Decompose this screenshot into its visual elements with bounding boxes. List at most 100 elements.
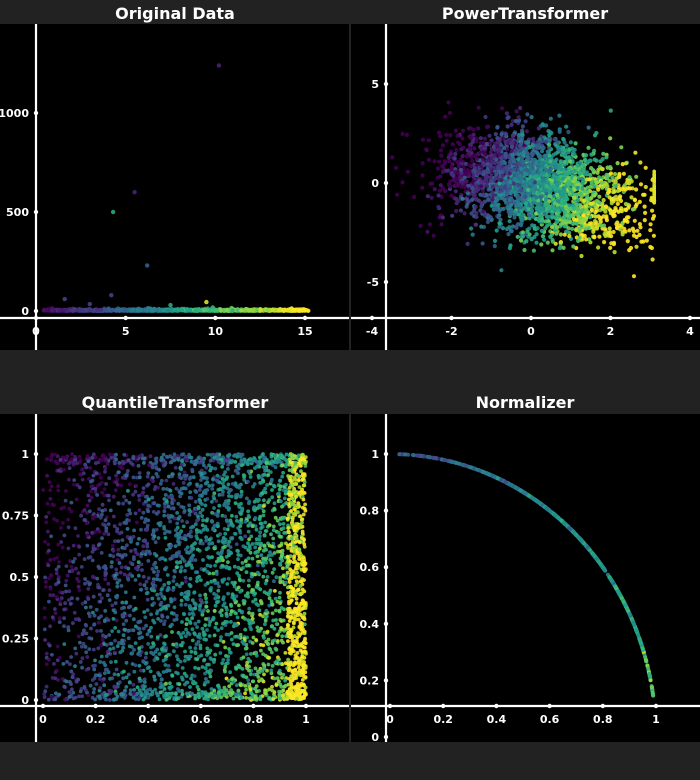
scatter-point xyxy=(200,626,205,631)
scatter-point xyxy=(136,573,141,578)
scatter-point xyxy=(470,186,475,191)
scatter-point xyxy=(262,498,266,503)
scatter-point xyxy=(463,171,468,177)
scatter-point xyxy=(122,494,126,499)
scatter-point xyxy=(597,234,602,239)
scatter-point xyxy=(550,212,555,217)
scatter-point xyxy=(608,136,613,141)
scatter-point xyxy=(440,169,445,174)
scatter-point xyxy=(619,145,624,150)
scatter-point xyxy=(543,219,549,224)
scatter-point xyxy=(557,163,562,168)
scatter-point xyxy=(190,627,195,632)
y-tick xyxy=(33,110,39,116)
scatter-point xyxy=(613,180,618,185)
scatter-point xyxy=(432,159,437,164)
scatter-point xyxy=(554,157,559,162)
scatter-point xyxy=(578,191,583,196)
scatter-point xyxy=(509,202,514,208)
scatter-point xyxy=(148,454,153,459)
scatter-point xyxy=(425,194,430,199)
scatter-point xyxy=(99,629,103,633)
scatter-point xyxy=(62,296,67,302)
scatter-point xyxy=(249,534,254,539)
scatter-point xyxy=(143,655,148,660)
scatter-point xyxy=(523,201,529,206)
scatter-point xyxy=(110,209,116,215)
scatter-point xyxy=(259,648,263,653)
scatter-point xyxy=(564,206,569,211)
scatter-point xyxy=(553,163,558,168)
scatter-point xyxy=(497,189,502,194)
scatter-point xyxy=(144,651,149,656)
scatter-point xyxy=(69,509,74,514)
scatter-point xyxy=(571,206,577,212)
scatter-point xyxy=(568,219,573,224)
scatter-point xyxy=(72,610,77,615)
scatter-point xyxy=(651,233,657,238)
scatter-point xyxy=(559,167,564,172)
scatter-point xyxy=(246,657,251,661)
scatter-point xyxy=(162,531,167,536)
scatter-point xyxy=(507,186,512,191)
scatter-point xyxy=(119,483,124,488)
scatter-point xyxy=(443,114,448,119)
scatter-point xyxy=(512,215,517,220)
scatter-point xyxy=(114,667,119,672)
scatter-point xyxy=(493,132,498,137)
scatter-point xyxy=(519,137,524,142)
scatter-point xyxy=(607,226,612,231)
scatter-point xyxy=(534,240,539,245)
scatter-point xyxy=(539,167,544,172)
scatter-point xyxy=(505,116,510,121)
scatter-point xyxy=(184,634,188,639)
scatter-point xyxy=(547,221,552,227)
scatter-point xyxy=(610,175,615,180)
scatter-point xyxy=(575,163,580,168)
scatter-point xyxy=(622,183,627,188)
scatter-point xyxy=(180,666,185,670)
scatter-point xyxy=(64,578,69,583)
scatter-point xyxy=(246,469,251,474)
title-quantile-transformer: QuantileTransformer xyxy=(81,393,269,412)
scatter-point xyxy=(543,202,548,207)
scatter-point xyxy=(236,308,241,313)
scatter-point xyxy=(638,225,643,230)
scatter-point xyxy=(115,581,120,585)
scatter-point xyxy=(88,605,93,609)
scatter-point xyxy=(180,581,185,586)
scatter-point xyxy=(109,293,114,298)
scatter-point xyxy=(201,308,206,313)
scatter-point xyxy=(620,186,625,192)
scatter-point xyxy=(42,695,47,700)
scatter-point xyxy=(643,210,648,215)
scatter-point xyxy=(439,153,444,158)
scatter-point xyxy=(613,184,618,189)
scatter-point xyxy=(135,308,140,313)
scatter-point xyxy=(596,167,601,172)
scatter-point xyxy=(626,215,631,220)
scatter-point xyxy=(634,187,639,192)
scatter-point xyxy=(518,105,523,111)
scatter-point xyxy=(46,510,51,515)
scatter-point xyxy=(554,219,559,224)
scatter-point xyxy=(473,222,479,227)
scatter-point xyxy=(127,482,132,487)
scatter-point xyxy=(482,162,487,168)
scatter-point xyxy=(64,564,69,568)
scatter-point xyxy=(582,204,588,209)
scatter-point xyxy=(525,112,530,117)
scatter-point xyxy=(251,308,256,313)
scatter-point xyxy=(623,161,629,166)
scatter-point xyxy=(430,181,435,186)
scatter-point xyxy=(404,132,409,137)
scatter-point xyxy=(569,182,574,187)
y-tick-label: 500 xyxy=(6,206,29,219)
scatter-point xyxy=(62,642,67,646)
scatter-point xyxy=(531,200,536,205)
scatter-point xyxy=(648,222,653,227)
scatter-point xyxy=(491,193,496,198)
scatter-point xyxy=(120,538,125,542)
scatter-point xyxy=(168,519,173,524)
scatter-point xyxy=(214,593,219,598)
